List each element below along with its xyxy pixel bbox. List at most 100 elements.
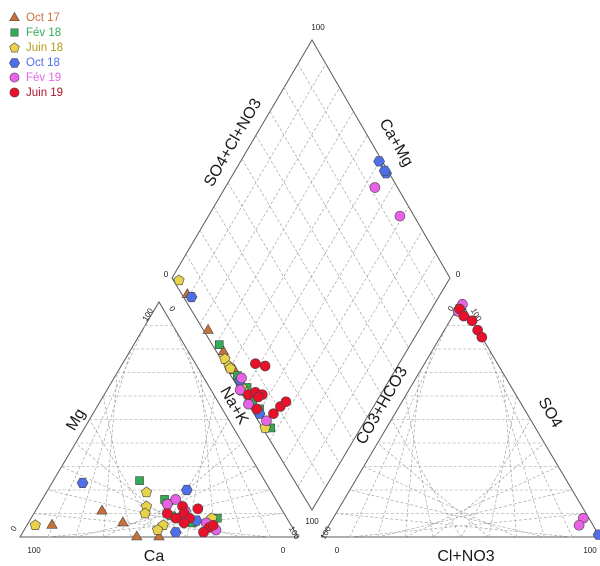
point-diamond-juin-18 [224,362,236,374]
point-anion-juin-19 [476,331,488,343]
diamond-gridline [297,63,437,302]
point-diamond-juin-19 [251,403,263,415]
point-cation-juin-19 [178,517,190,529]
point-cation-oct-18 [76,477,89,489]
point-diamond-juin-19 [268,408,279,419]
data-points [29,156,600,541]
diamond-gridline [283,230,423,464]
point-diamond-juin-18 [173,274,185,286]
cation-left-axis-label: Mg [63,406,89,434]
point-anion-juin-19 [458,310,470,322]
legend-marker-icon [9,87,20,98]
legend-label: Oct 18 [26,56,60,69]
diamond-gridline [255,135,396,371]
point-cation-juin-18 [29,519,41,531]
diamond-gridline [199,87,340,325]
cation-right-bottom-tick: 100 [287,525,302,542]
diamond-gridline [227,135,368,371]
diagram-grids [33,63,587,538]
point-cation-juin-18 [139,507,151,519]
point-diamond-f-v-19 [369,182,381,193]
cation-gridline [61,466,215,538]
diamond-gridline [199,230,340,464]
point-cation-juin-19 [207,519,219,531]
anion-gridline [363,466,517,538]
cation-gridline [75,442,187,538]
cation-top-tick: 100 [141,306,156,323]
legend-marker-icon [10,28,19,37]
point-diamond-juin-19 [280,396,292,408]
cation-bottom-axis-label: Ca [144,548,165,565]
legend-item: Fév 18 [8,25,63,40]
point-cation-oct-17 [117,516,129,527]
anion-gridline [433,442,545,538]
point-diamond-oct-18 [378,165,391,176]
anion-gridline [349,489,545,538]
diamond-right-tick: 0 [456,270,461,279]
anion-gridline [474,325,573,538]
legend: Oct 17 Fév 18 Juin 18 Oct 18 Fév 19 Juin 19 [8,10,63,100]
legend-item: Juin 19 [8,85,63,100]
anion-top-tick: 0 [446,304,456,313]
diamond-upper-left-label: SO4+Cl+NO3 [201,96,265,190]
point-cation-juin-18 [152,524,164,535]
anion-gridline [502,372,517,538]
point-anion-f-v-19 [573,519,585,531]
legend-item: Fév 19 [8,70,63,85]
cation-gridline [186,348,243,538]
cation-gridline [75,348,132,538]
diamond-gridline [255,182,396,418]
anion-gridline [460,419,531,538]
point-cation-juin-19 [170,512,181,524]
point-cation-oct-18 [180,484,193,496]
legend-item: Juin 18 [8,40,63,55]
anion-bottom-left-tick: 0 [335,546,340,555]
legend-item: Oct 18 [8,55,63,70]
legend-marker-icon [9,58,20,68]
point-diamond-f-v-19 [261,415,272,427]
point-cation-juin-18 [140,486,153,498]
point-diamond-oct-17 [202,323,214,334]
anion-gridline [349,513,587,538]
anion-right-axis-label: SO4 [535,395,566,431]
diamond-gridline [269,111,409,348]
point-diamond-juin-19 [250,358,261,369]
cation-gridline [172,325,271,538]
point-diamond-oct-18 [185,291,198,303]
cation-gridline [186,395,215,538]
legend-label: Fév 18 [26,26,62,39]
point-cation-f-v-18 [135,476,144,485]
point-cation-juin-19 [198,526,209,538]
legend-item: Oct 17 [8,10,63,25]
diamond-bottom-tick: 100 [305,517,319,526]
point-cation-f-v-19 [170,494,181,505]
point-cation-juin-19 [162,508,173,519]
anion-left-bottom-tick: 100 [319,524,334,541]
point-anion-oct-18 [592,529,600,540]
legend-label: Juin 19 [26,86,64,99]
diamond-gridline [297,254,437,487]
anion-gridline [488,395,517,538]
point-cation-oct-17 [96,504,108,515]
point-cation-juin-19 [192,503,204,515]
point-diamond-f-v-19 [234,384,246,396]
point-diamond-f-v-19 [394,210,406,222]
cation-triangle [19,301,299,538]
legend-marker-icon [9,42,20,53]
legend-label: Fév 19 [26,71,62,84]
point-cation-oct-18 [169,527,182,538]
legend-marker-icon [9,11,20,22]
point-diamond-f-v-19 [236,372,247,384]
cation-gridline [103,466,257,538]
cation-gridline [200,372,215,538]
diamond-gridline [283,87,423,325]
cation-top-right-tick: 0 [167,305,177,314]
anion-gridline [335,513,573,538]
diamond-gridline [269,206,409,441]
point-cation-f-v-19 [162,498,173,510]
cation-gridline [33,513,271,538]
cation-bottom-left-tick: 100 [27,546,41,555]
point-diamond-f-v-18 [214,340,224,349]
anion-bottom-right-tick: 100 [583,546,597,555]
cation-bottom-right-tick: 0 [281,546,286,555]
